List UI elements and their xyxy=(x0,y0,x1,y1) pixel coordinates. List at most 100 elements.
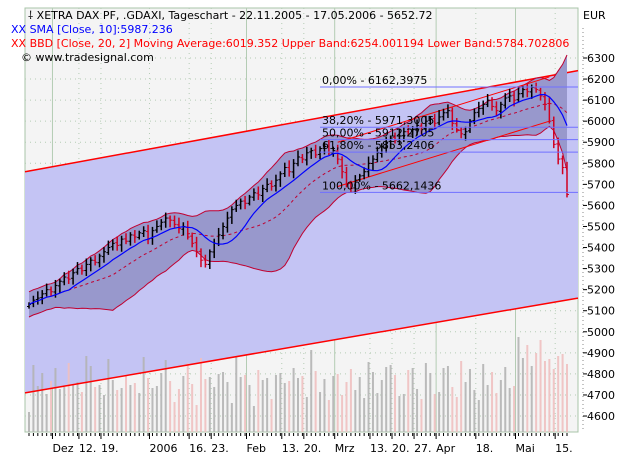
ohlc-bar xyxy=(75,262,80,275)
volume-bar xyxy=(120,388,123,432)
ohlc-bar xyxy=(124,233,129,245)
ohlc-bar xyxy=(66,270,71,284)
volume-bar xyxy=(438,392,441,432)
ohlc-bar xyxy=(450,107,455,131)
ohlc-bar xyxy=(168,215,173,228)
volume-bar xyxy=(499,380,502,432)
x-tick-label: 16. xyxy=(189,442,207,455)
volume-bar xyxy=(371,372,374,432)
volume-bar xyxy=(363,398,366,432)
ohlc-bar xyxy=(221,222,226,240)
volume-bar xyxy=(116,390,119,432)
ohlc-bar xyxy=(115,236,120,251)
volume-bar xyxy=(125,375,128,432)
ohlc-bar xyxy=(137,230,142,240)
ohlc-bar xyxy=(366,156,371,177)
volume-bar xyxy=(85,356,88,432)
volume-bar xyxy=(486,385,489,432)
volume-bar xyxy=(270,399,273,432)
bbd-legend[interactable]: XX BBD [Close, 20, 2] Moving Average:601… xyxy=(11,37,569,51)
ohlc-bar xyxy=(238,198,243,210)
ohlc-bar xyxy=(300,154,305,164)
volume-bar xyxy=(177,389,180,432)
volume-bar xyxy=(504,367,507,432)
volume-bar xyxy=(257,370,260,432)
ohlc-bar xyxy=(88,257,93,272)
y-tick-label: 6300 xyxy=(587,52,615,65)
volume-bar xyxy=(451,387,454,432)
ohlc-bar xyxy=(40,290,45,305)
ohlc-bar xyxy=(194,236,199,258)
ohlc-bar xyxy=(340,156,345,179)
ohlc-bar xyxy=(190,232,195,248)
volume-bar xyxy=(416,389,419,432)
ohlc-bar xyxy=(203,254,208,268)
bar-icon: ⸸ xyxy=(28,9,34,22)
volume-bar xyxy=(266,378,269,432)
ohlc-bar xyxy=(481,100,486,115)
ohlc-bar xyxy=(101,247,106,263)
ohlc-bar xyxy=(247,194,252,206)
ohlc-bar xyxy=(296,150,300,167)
volume-bar xyxy=(244,375,247,432)
volume-bar xyxy=(67,363,70,432)
y-tick-label: 5700 xyxy=(587,178,615,191)
volume-bar xyxy=(283,383,286,432)
volume-bar xyxy=(235,356,238,432)
volume-bar xyxy=(385,367,388,432)
ohlc-bar xyxy=(353,175,358,194)
x-tick-label: 15. xyxy=(555,442,573,455)
ohlc-bar xyxy=(357,173,362,182)
ohlc-bar xyxy=(154,220,159,233)
volume-bar xyxy=(332,376,335,432)
volume-bar xyxy=(41,373,44,432)
ohlc-bar xyxy=(273,174,278,192)
ohlc-bar xyxy=(318,146,323,160)
volume-bar xyxy=(411,368,414,432)
volume-bar xyxy=(301,376,304,432)
volume-bar xyxy=(248,385,251,432)
volume-bar xyxy=(199,358,202,432)
ohlc-bar xyxy=(503,93,508,109)
x-tick-label: 19. xyxy=(101,442,119,455)
ohlc-bar xyxy=(256,186,261,200)
volume-bar xyxy=(191,384,194,432)
volume-bar xyxy=(398,396,401,432)
volume-bar xyxy=(543,361,546,432)
ohlc-bar xyxy=(309,147,314,159)
volume-bar xyxy=(58,389,61,432)
ohlc-bar xyxy=(110,239,115,251)
fib-level-label: 100,00% - 5662,1436 xyxy=(322,179,441,192)
ohlc-bar xyxy=(269,180,274,191)
y-tick-label: 5800 xyxy=(587,157,615,170)
sma-legend[interactable]: XX SMA [Close, 10]:5987.236 xyxy=(11,23,173,37)
ohlc-bar xyxy=(163,212,168,228)
currency-label: EUR xyxy=(583,9,606,22)
volume-bar xyxy=(222,372,225,432)
x-tick-label: Apr xyxy=(436,442,456,455)
volume-bar xyxy=(407,370,410,432)
volume-bar xyxy=(169,381,172,432)
volume-bar xyxy=(63,387,66,432)
x-tick-label: Feb xyxy=(246,442,265,455)
y-tick-label: 4700 xyxy=(587,389,615,402)
bollinger-upper-line xyxy=(28,54,568,293)
volume-bar xyxy=(433,394,436,432)
volume-bar xyxy=(442,368,445,432)
volume-bar xyxy=(274,375,277,432)
volume-bar xyxy=(446,366,449,432)
bollinger-band-fill xyxy=(29,55,567,317)
ohlc-bar xyxy=(348,180,353,193)
volume-bar xyxy=(539,340,542,432)
volume-bar xyxy=(336,374,339,432)
y-tick-label: 5400 xyxy=(587,242,615,255)
volume-bar xyxy=(455,397,458,432)
ohlc-bar xyxy=(176,217,181,234)
volume-bar xyxy=(327,400,330,432)
ohlc-bar xyxy=(335,144,340,165)
ohlc-bar xyxy=(520,86,525,98)
volume-bar xyxy=(468,369,471,432)
ohlc-bar xyxy=(445,104,450,119)
ohlc-bar xyxy=(428,116,433,125)
ohlc-bar xyxy=(159,219,164,231)
